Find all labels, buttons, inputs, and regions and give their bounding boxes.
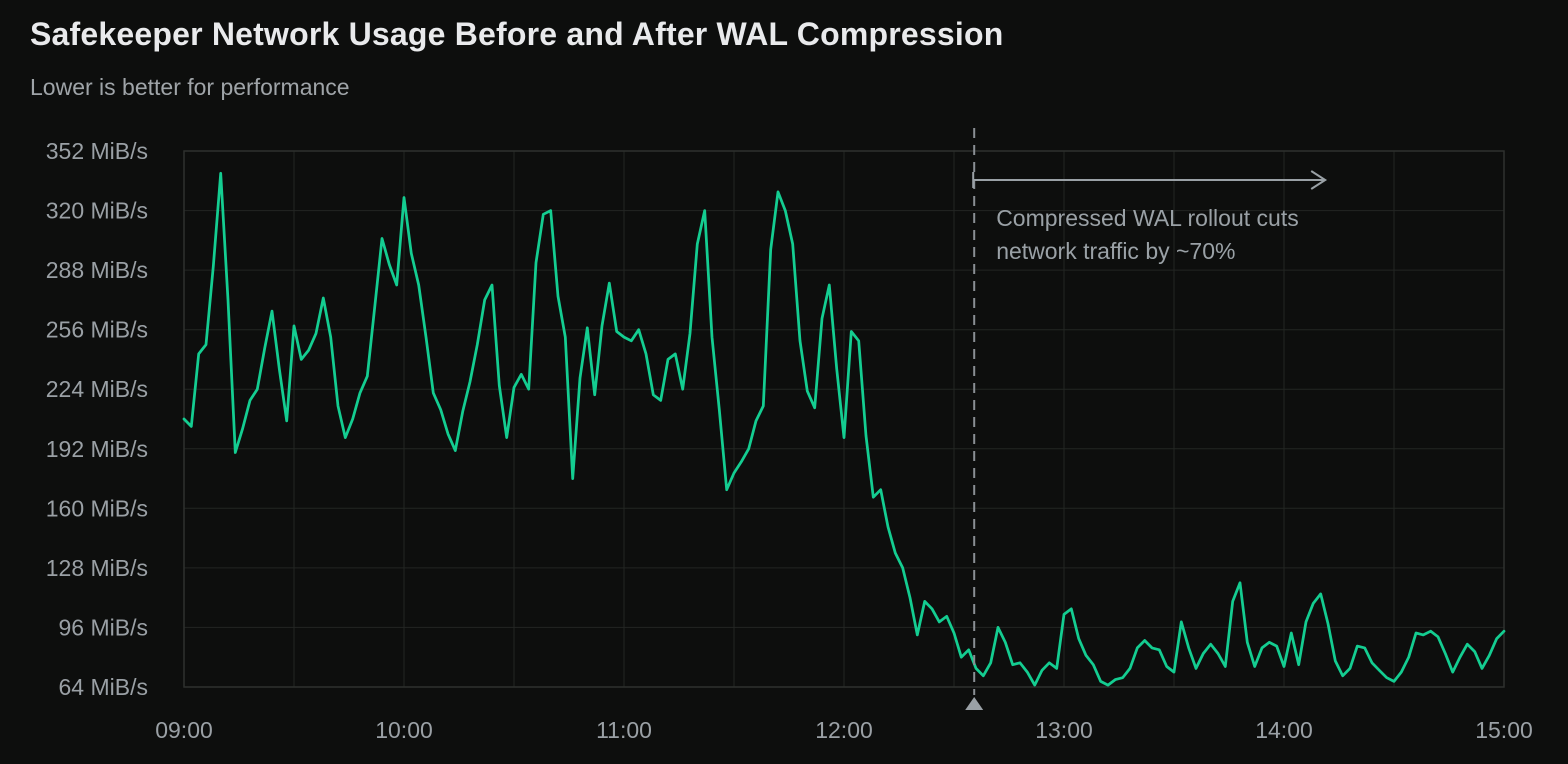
network-usage-series <box>182 171 1506 687</box>
x-axis-tick-label: 15:00 <box>1475 717 1533 743</box>
rollout-annotation: Compressed WAL rollout cuts network traf… <box>965 128 1328 710</box>
network-usage-line <box>182 171 1506 687</box>
rollout-marker-triangle <box>965 697 984 710</box>
annotation-text-line1: Compressed WAL rollout cuts <box>996 205 1299 231</box>
x-axis-tick-label: 12:00 <box>815 717 873 743</box>
x-axis-labels: 09:00 10:00 11:00 12:00 13:00 14:00 15:00 <box>155 717 1533 743</box>
chart-subtitle: Lower is better for performance <box>30 74 350 100</box>
y-axis-tick-label: 224 MiB/s <box>46 376 148 402</box>
gridlines <box>183 150 1505 688</box>
y-axis-tick-label: 192 MiB/s <box>46 436 148 462</box>
x-axis-tick-label: 14:00 <box>1255 717 1313 743</box>
x-axis-tick-label: 13:00 <box>1035 717 1093 743</box>
y-axis-tick-label: 96 MiB/s <box>59 614 148 640</box>
chart-title: Safekeeper Network Usage Before and Afte… <box>30 16 1004 52</box>
y-axis-tick-label: 64 MiB/s <box>59 674 148 700</box>
annotation-text-line2: network traffic by ~70% <box>996 238 1235 264</box>
y-axis-tick-label: 352 MiB/s <box>46 138 148 164</box>
x-axis-tick-label: 10:00 <box>375 717 433 743</box>
x-axis-tick-label: 09:00 <box>155 717 213 743</box>
y-axis-tick-label: 256 MiB/s <box>46 317 148 343</box>
y-axis-labels: 64 MiB/s 96 MiB/s 128 MiB/s 160 MiB/s 192 Mi… <box>46 138 148 700</box>
rollout-arrow-head <box>1310 170 1328 190</box>
y-axis-tick-label: 128 MiB/s <box>46 555 148 581</box>
y-axis-tick-label: 288 MiB/s <box>46 257 148 283</box>
x-axis-tick-label: 11:00 <box>596 717 652 743</box>
y-axis-tick-label: 160 MiB/s <box>46 495 148 521</box>
y-axis-tick-label: 320 MiB/s <box>46 198 148 224</box>
